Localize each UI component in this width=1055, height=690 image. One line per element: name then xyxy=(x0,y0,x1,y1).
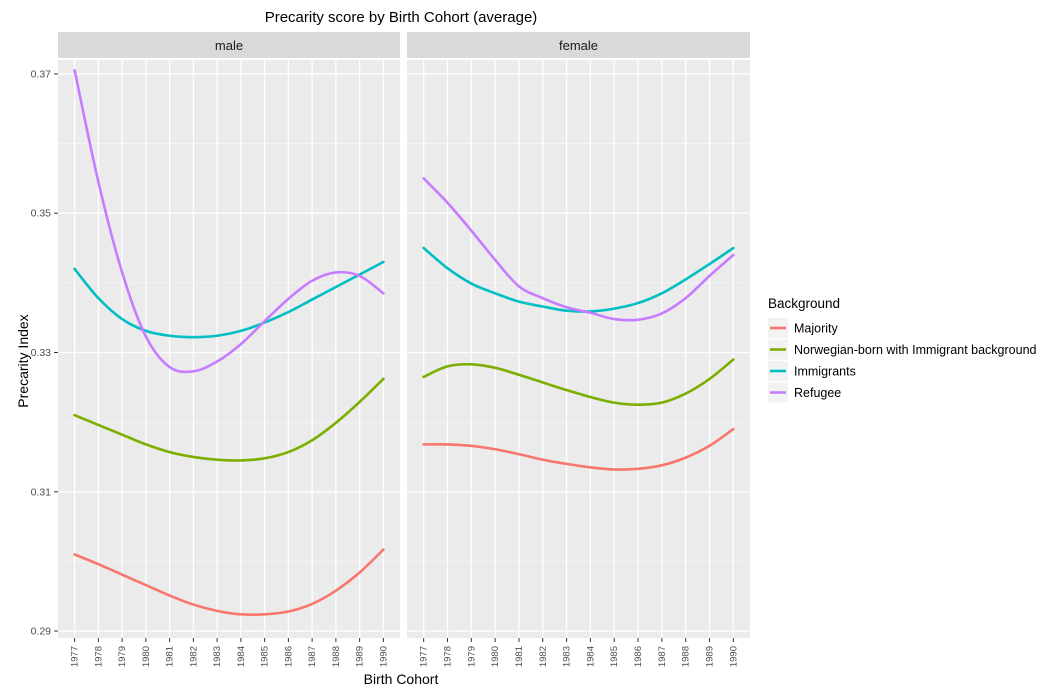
x-axis-label: Birth Cohort xyxy=(364,671,439,687)
legend-label: Refugee xyxy=(794,386,841,400)
x-tick-label: 1984 xyxy=(236,646,247,667)
legend-item: Norwegian-born with Immigrant background xyxy=(768,339,1037,360)
panels: male 1977 1978 1979 1980 1981 1982 1983 1984 1985… xyxy=(58,32,750,667)
panel-strip-label: female xyxy=(559,38,598,53)
x-tick-label: 1983 xyxy=(562,646,573,667)
x-tick-label: 1984 xyxy=(585,646,596,667)
panel-strip-label: male xyxy=(215,38,243,53)
series-line-majority xyxy=(422,427,735,471)
series-line-norwegian-born-with-immigrant-background xyxy=(422,358,735,407)
x-tick-label: 1986 xyxy=(283,646,294,667)
y-tick-label: 0.29 xyxy=(31,626,52,638)
x-tick-label: 1982 xyxy=(538,646,549,667)
panel-background xyxy=(58,60,400,638)
x-tick-label: 1980 xyxy=(141,646,152,667)
panel-female: female 1977 1978 1979 1980 1981 1982 1983 1984 19… xyxy=(407,32,750,667)
x-tick-label: 1986 xyxy=(633,646,644,667)
y-tick-label: 0.37 xyxy=(31,68,52,80)
chart-title: Precarity score by Birth Cohort (average… xyxy=(265,9,538,26)
series-line-immigrants xyxy=(73,260,385,339)
x-tick-label: 1990 xyxy=(378,646,389,667)
legend-label: Immigrants xyxy=(794,365,856,379)
x-tick-label: 1987 xyxy=(307,646,318,667)
x-tick-label: 1988 xyxy=(681,646,692,667)
y-tick-label: 0.31 xyxy=(31,486,52,498)
panel-strip xyxy=(407,32,750,58)
legend-item: Majority xyxy=(768,318,839,338)
legend: Background Majority Norwegian-born with Im… xyxy=(768,296,1037,403)
series-line-majority xyxy=(73,548,385,617)
legend-label: Norwegian-born with Immigrant background xyxy=(794,343,1037,357)
legend-item: Refugee xyxy=(768,382,841,403)
series-line-norwegian-born-with-immigrant-background xyxy=(73,377,385,462)
legend-item: Immigrants xyxy=(768,361,856,381)
panel-background xyxy=(407,60,750,638)
x-tick-label: 1981 xyxy=(165,646,176,667)
panel-male: male 1977 1978 1979 1980 1981 1982 1983 1984 1985… xyxy=(58,32,400,667)
x-tick-label: 1982 xyxy=(188,646,199,667)
x-tick-label: 1979 xyxy=(466,646,477,667)
y-tick-label: 0.35 xyxy=(31,208,52,220)
series-line-refugee xyxy=(422,177,735,322)
y-tick-label: 0.33 xyxy=(31,347,52,359)
x-tick-label: 1977 xyxy=(419,646,430,667)
x-tick-label: 1981 xyxy=(514,646,525,667)
y-axis: 0.29 0.31 0.33 0.35 0.37 xyxy=(31,68,58,638)
x-tick-label: 1978 xyxy=(442,646,453,667)
x-tick-label: 1989 xyxy=(355,646,366,667)
legend-label: Majority xyxy=(794,322,839,336)
x-tick-label: 1989 xyxy=(705,646,716,667)
panel-strip xyxy=(58,32,400,58)
legend-title: Background xyxy=(768,296,840,311)
x-tick-label: 1988 xyxy=(331,646,342,667)
x-tick-label: 1978 xyxy=(93,646,104,667)
x-tick-label: 1990 xyxy=(728,646,739,667)
y-axis-label: Precarity Index xyxy=(15,314,31,407)
x-tick-label: 1980 xyxy=(490,646,501,667)
x-tick-label: 1979 xyxy=(117,646,128,667)
x-tick-label: 1983 xyxy=(212,646,223,667)
series-line-refugee xyxy=(73,69,385,374)
x-tick-label: 1977 xyxy=(70,646,81,667)
x-tick-label: 1987 xyxy=(657,646,668,667)
x-tick-label: 1985 xyxy=(260,646,271,667)
x-tick-label: 1985 xyxy=(609,646,620,667)
